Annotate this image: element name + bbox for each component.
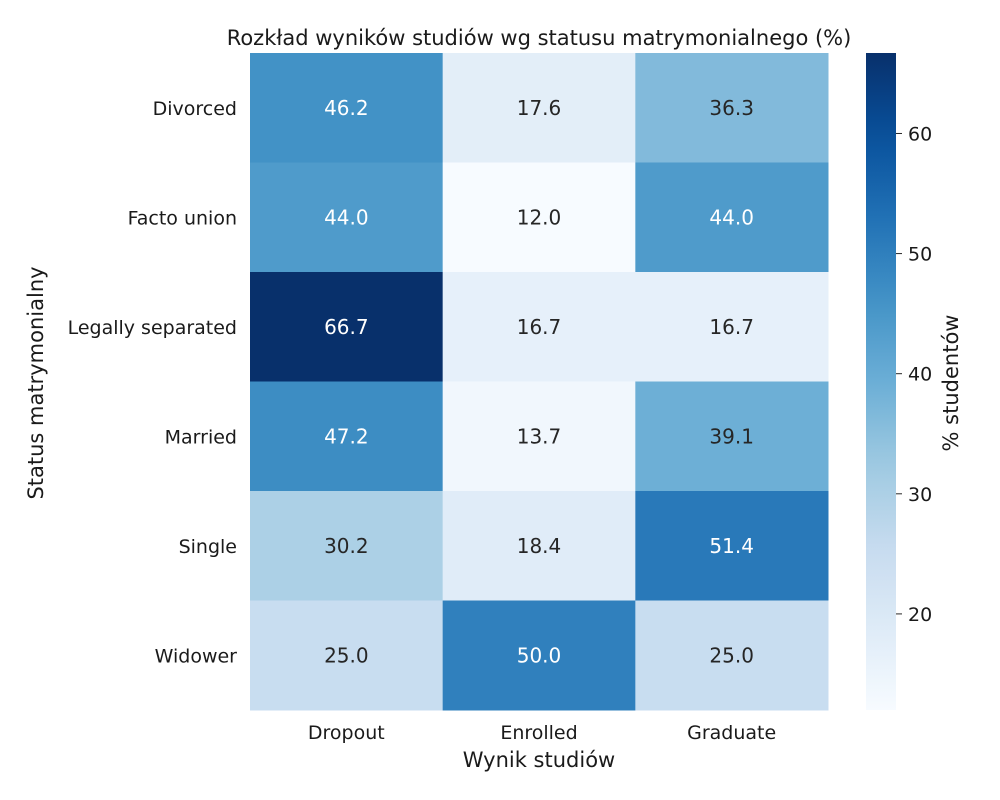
colorbar-tick-label: 30 xyxy=(908,484,932,506)
y-tick-label: Legally separated xyxy=(68,317,237,339)
heatmap-cell xyxy=(635,272,829,382)
y-tick-label: Divorced xyxy=(153,98,237,120)
cell-value-label: 16.7 xyxy=(517,315,562,339)
cell-value-label: 44.0 xyxy=(709,205,754,229)
colorbar-tick-label: 40 xyxy=(908,364,932,386)
colorbar-tick-label: 50 xyxy=(908,244,932,266)
heatmap-cell xyxy=(442,53,636,163)
heatmap-cell xyxy=(250,491,444,601)
y-tick-label: Widower xyxy=(155,645,238,667)
heatmap-cell xyxy=(635,600,829,711)
heatmap-cell xyxy=(635,381,829,492)
cell-value-label: 18.4 xyxy=(517,534,562,558)
colorbar-ticks: 20 30 40 50 60 xyxy=(896,123,932,626)
cell-value-label: 50.0 xyxy=(517,643,562,667)
heatmap-cell xyxy=(442,272,636,382)
heatmap-cell xyxy=(250,272,444,382)
x-tick-label: Enrolled xyxy=(500,722,577,744)
colorbar-tick-label: 60 xyxy=(908,123,932,145)
cell-value-label: 13.7 xyxy=(517,424,562,448)
heatmap-cell xyxy=(442,381,636,492)
y-axis-tick-labels: Divorced Facto union Legally separated Marr… xyxy=(68,98,238,668)
x-tick-label: Dropout xyxy=(308,722,385,744)
heatmap-cell-labels: 46.2 17.6 36.3 44.0 12.0 44.0 66.7 16.7 16.7 47.2… xyxy=(324,96,754,668)
cell-value-label: 17.6 xyxy=(517,96,562,120)
heatmap-cell xyxy=(635,162,829,273)
cell-value-label: 12.0 xyxy=(517,205,562,229)
cell-value-label: 51.4 xyxy=(709,534,754,558)
cell-value-label: 44.0 xyxy=(324,205,369,229)
heatmap-cell xyxy=(250,162,444,273)
heatmap-cell xyxy=(442,162,636,273)
chart-title: Rozkład wyników studiów wg statusu matry… xyxy=(227,26,852,50)
cell-value-label: 47.2 xyxy=(324,424,369,448)
cell-value-label: 25.0 xyxy=(324,643,369,667)
cell-value-label: 25.0 xyxy=(709,643,754,667)
heatmap-cell xyxy=(442,491,636,601)
x-axis-label: Wynik studiów xyxy=(463,748,615,772)
cell-value-label: 46.2 xyxy=(324,96,369,120)
cell-value-label: 16.7 xyxy=(709,315,754,339)
heatmap-cell xyxy=(250,381,444,492)
x-axis-tick-labels: Dropout Enrolled Graduate xyxy=(308,722,776,744)
y-tick-label: Married xyxy=(165,426,237,448)
heatmap-cell xyxy=(635,53,829,163)
cell-value-label: 39.1 xyxy=(709,424,754,448)
colorbar-label: % studentów xyxy=(939,315,963,452)
heatmap-cell xyxy=(250,53,444,163)
cell-value-label: 36.3 xyxy=(709,96,754,120)
colorbar xyxy=(866,53,896,710)
colorbar-tick-label: 20 xyxy=(908,604,932,626)
y-tick-label: Single xyxy=(179,536,237,558)
heatmap-cell xyxy=(442,600,636,711)
heatmap-cell xyxy=(635,491,829,601)
cell-value-label: 30.2 xyxy=(324,534,369,558)
y-axis-label: Status matrymonialny xyxy=(24,266,48,499)
heatmap-cell xyxy=(250,600,444,711)
x-tick-label: Graduate xyxy=(687,722,776,744)
cell-value-label: 66.7 xyxy=(324,315,369,339)
y-tick-label: Facto union xyxy=(128,207,237,229)
heatmap-cells xyxy=(250,53,829,711)
